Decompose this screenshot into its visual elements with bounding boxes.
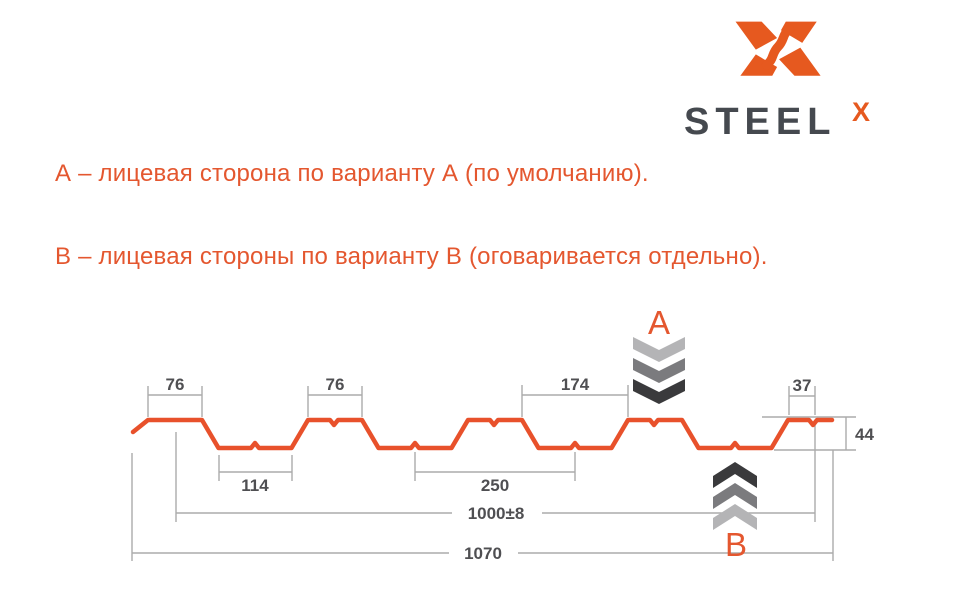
chevron-up-dark bbox=[713, 462, 757, 488]
dim-label-174: 174 bbox=[561, 375, 590, 394]
logo-wedge-bottom-right bbox=[779, 47, 821, 76]
chevron-down-light bbox=[633, 337, 685, 362]
dim-label-37: 37 bbox=[793, 376, 812, 395]
steelx-logo-icon bbox=[735, 21, 821, 76]
logo-wedge-top-left bbox=[735, 21, 778, 50]
chevron-up-icon bbox=[713, 462, 757, 530]
chevron-down-icon bbox=[633, 337, 685, 404]
logo-wordmark: STEEL bbox=[684, 101, 837, 143]
dim-label-76-mid: 76 bbox=[326, 375, 345, 394]
marker-a-label: A bbox=[648, 304, 670, 341]
profile-path bbox=[130, 417, 835, 451]
chevron-down-mid bbox=[633, 358, 685, 383]
dim-label-1000: 1000±8 bbox=[468, 504, 525, 523]
chevron-up-light bbox=[713, 504, 757, 530]
logo-wedge-bottom-left bbox=[740, 54, 778, 76]
dim-label-76-left: 76 bbox=[166, 375, 185, 394]
chevron-down-dark bbox=[633, 379, 685, 404]
dimension-lines bbox=[131, 385, 856, 561]
marker-b-label: B bbox=[725, 526, 747, 563]
note-variant-a: А – лицевая сторона по варианту А (по ум… bbox=[55, 160, 649, 187]
dim-label-1070: 1070 bbox=[464, 544, 502, 563]
dim-label-44: 44 bbox=[855, 425, 874, 444]
logo-sup-x: X bbox=[852, 97, 871, 127]
note-variant-b: В – лицевая стороны по варианту В (огова… bbox=[55, 243, 768, 270]
chevron-up-mid bbox=[713, 483, 757, 509]
dim-label-250: 250 bbox=[481, 476, 509, 495]
dim-label-114: 114 bbox=[241, 476, 269, 495]
logo-s-ribbon bbox=[761, 24, 795, 70]
